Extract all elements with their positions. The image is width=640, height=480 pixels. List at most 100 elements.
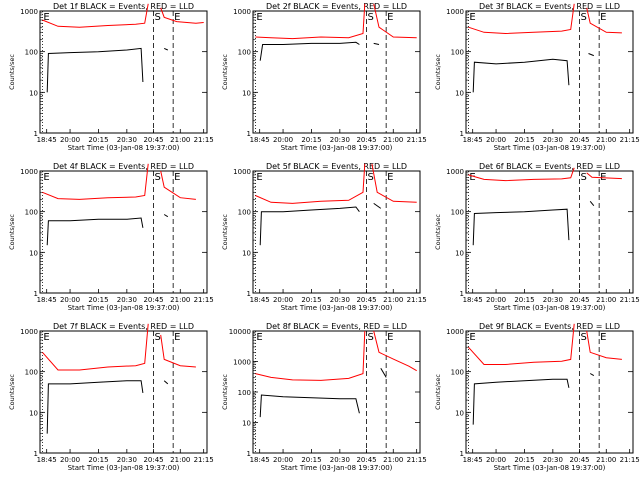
y-tick-label: 10	[242, 249, 251, 257]
y-tick-label: 1000	[446, 328, 464, 336]
x-tick-label: 18:45	[463, 136, 483, 144]
x-tick-label: 20:00	[273, 456, 293, 464]
chart-title: Det 8f BLACK = Events, RED = LLD	[266, 322, 407, 331]
x-tick-label: 18:45	[250, 136, 270, 144]
y-tick-label: 1000	[233, 8, 251, 16]
series-line-events	[472, 58, 570, 93]
y-tick-label: 1	[247, 290, 251, 298]
series-line-events	[589, 200, 595, 207]
marker-label: S	[581, 12, 587, 23]
series-line-lld	[160, 334, 196, 368]
series-line-events	[472, 378, 570, 425]
plot-frame	[465, 10, 634, 134]
series-line-lld	[255, 163, 366, 204]
plot-frame	[252, 10, 421, 134]
y-tick-label: 100	[451, 49, 464, 57]
x-tick-label: 20:00	[60, 456, 80, 464]
x-tick-label: 20:15	[514, 136, 534, 144]
series-line-events	[259, 41, 360, 61]
marker-label: E	[469, 172, 475, 183]
plot-frame	[252, 170, 421, 294]
chart-panel-5: Det 5f BLACK = Events, RED = LLD 1 10 100 10…	[221, 162, 427, 312]
series-line-lld	[160, 170, 196, 200]
x-tick-label: 21:15	[620, 296, 640, 304]
y-tick-label: 1	[247, 130, 251, 138]
x-tick-label: 20:15	[88, 296, 108, 304]
marker-label: E	[43, 172, 49, 183]
marker-label: E	[174, 12, 180, 23]
marker-label: E	[256, 12, 262, 23]
y-tick-label: 10	[242, 420, 251, 428]
y-tick-label: 100	[238, 389, 251, 397]
x-tick-label: 21:00	[170, 456, 190, 464]
marker-label: E	[256, 172, 262, 183]
chart-title: Det 3f BLACK = Events, RED = LLD	[479, 2, 620, 11]
x-tick-label: 20:30	[330, 456, 350, 464]
x-tick-label: 20:00	[273, 136, 293, 144]
series-line-events	[259, 394, 360, 418]
y-tick-label: 1000	[446, 8, 464, 16]
y-tick-label: 1	[460, 290, 464, 298]
x-tick-label: 21:00	[596, 136, 616, 144]
y-tick-label: 10	[455, 89, 464, 97]
chart-title: Det 2f BLACK = Events, RED = LLD	[266, 2, 407, 11]
x-tick-label: 21:15	[194, 456, 214, 464]
x-tick-label: 21:00	[596, 296, 616, 304]
series-line-lld	[468, 167, 575, 182]
x-axis-label: Start Time (03-Jan-08 19:37:00)	[68, 464, 180, 472]
chart-title: Det 6f BLACK = Events, RED = LLD	[479, 162, 620, 171]
y-tick-label: 1000	[20, 168, 38, 176]
x-tick-label: 18:45	[37, 296, 57, 304]
chart-title: Det 1f BLACK = Events, RED = LLD	[53, 2, 194, 11]
y-axis-label: Counts/sec	[8, 374, 16, 410]
series-line-events	[163, 214, 169, 218]
y-tick-label: 1000	[20, 328, 38, 336]
x-tick-label: 20:15	[301, 456, 321, 464]
y-tick-label: 10	[29, 409, 38, 417]
x-axis-label: Start Time (03-Jan-08 19:37:00)	[68, 304, 180, 312]
plot-frame	[465, 330, 634, 454]
y-tick-label: 10	[455, 249, 464, 257]
chart-title: Det 7f BLACK = Events, RED = LLD	[53, 322, 194, 331]
marker-label: E	[387, 172, 393, 183]
x-tick-label: 18:45	[463, 296, 483, 304]
series-line-events	[589, 373, 595, 377]
y-tick-label: 10	[455, 409, 464, 417]
series-line-events	[472, 208, 570, 246]
plot-frame	[39, 170, 208, 294]
x-tick-label: 21:15	[407, 456, 427, 464]
x-axis-label: Start Time (03-Jan-08 19:37:00)	[494, 144, 606, 152]
y-axis-label: Counts/sec	[434, 374, 442, 410]
series-line-lld	[468, 323, 575, 365]
series-line-lld	[586, 330, 622, 360]
x-tick-label: 20:15	[301, 136, 321, 144]
chart-panel-6: Det 6f BLACK = Events, RED = LLD 1 10 100 10…	[434, 162, 640, 312]
y-tick-label: 1	[34, 130, 38, 138]
x-tick-label: 21:00	[596, 456, 616, 464]
marker-label: S	[155, 12, 161, 23]
x-tick-label: 20:30	[330, 136, 350, 144]
chart-title: Det 5f BLACK = Events, RED = LLD	[266, 162, 407, 171]
y-axis-label: Counts/sec	[8, 54, 16, 90]
y-tick-label: 1000	[233, 168, 251, 176]
series-line-lld	[373, 3, 417, 39]
series-line-lld	[373, 330, 417, 372]
series-line-lld	[255, 3, 366, 40]
x-tick-label: 20:00	[486, 136, 506, 144]
y-axis-label: Counts/sec	[221, 214, 229, 250]
series-line-events	[373, 202, 382, 209]
plot-frame	[39, 10, 208, 134]
y-tick-label: 10	[29, 89, 38, 97]
marker-label: E	[174, 172, 180, 183]
plot-frame	[39, 330, 208, 454]
y-tick-label: 100	[451, 369, 464, 377]
y-tick-label: 100	[238, 209, 251, 217]
y-axis-label: Counts/sec	[221, 54, 229, 90]
series-line-events	[259, 206, 360, 246]
series-line-lld	[371, 163, 417, 203]
x-tick-label: 18:45	[250, 456, 270, 464]
x-tick-label: 21:00	[383, 296, 403, 304]
series-line-lld	[468, 3, 575, 35]
y-tick-label: 1	[34, 290, 38, 298]
